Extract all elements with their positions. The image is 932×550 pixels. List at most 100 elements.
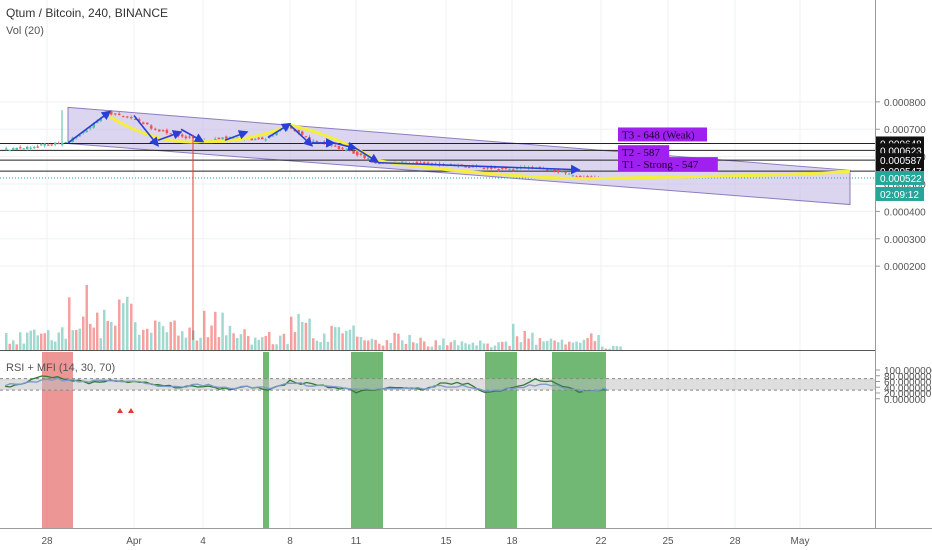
candle-body bbox=[40, 144, 43, 146]
price-tick-label: 0.000200 bbox=[884, 262, 926, 273]
volume-bar bbox=[582, 339, 586, 350]
price-badge bbox=[876, 153, 924, 168]
volume-bar bbox=[169, 321, 172, 350]
volume-bar bbox=[138, 334, 141, 350]
volume-bar bbox=[279, 335, 282, 350]
volume-bar bbox=[29, 330, 32, 350]
volume-bar bbox=[78, 328, 81, 350]
candle-body bbox=[188, 136, 191, 138]
volume-bar bbox=[542, 341, 545, 350]
volume-bar bbox=[312, 338, 315, 350]
volume-bar bbox=[363, 340, 366, 350]
candle-body bbox=[553, 169, 556, 171]
candle-body bbox=[29, 147, 32, 149]
candle-body bbox=[146, 122, 149, 125]
candle-body bbox=[64, 142, 67, 144]
candle-body bbox=[78, 135, 81, 137]
candle-body bbox=[571, 175, 575, 177]
price-axis[interactable]: 0.0008000.0007000.0006000.0005000.000400… bbox=[875, 98, 926, 273]
candle-body bbox=[568, 173, 571, 175]
volume-label: Vol (20) bbox=[6, 25, 44, 37]
candle-body bbox=[590, 176, 593, 178]
volume-bar bbox=[538, 338, 542, 350]
candle-body bbox=[426, 162, 430, 164]
volume-bar bbox=[290, 316, 293, 350]
price-badge bbox=[876, 186, 924, 201]
volume-bar bbox=[214, 311, 217, 350]
rsi-line bbox=[4, 375, 608, 394]
volume-bar bbox=[40, 333, 43, 350]
indicator-tick-label: 40.000000 bbox=[884, 383, 932, 394]
volume-bar bbox=[475, 345, 478, 350]
volume-bar bbox=[423, 341, 426, 350]
price-tick-label: 0.000300 bbox=[884, 235, 926, 246]
volume-bar bbox=[110, 321, 113, 350]
candle-body bbox=[579, 175, 582, 177]
candle-body bbox=[337, 145, 341, 149]
candle-body bbox=[356, 151, 359, 156]
target-tag-bg bbox=[618, 127, 707, 142]
candle-body bbox=[415, 162, 419, 165]
candle-body bbox=[482, 167, 486, 169]
volume-bar bbox=[385, 340, 389, 350]
volume-bar bbox=[381, 345, 385, 350]
volume-bar bbox=[64, 338, 67, 350]
volume-bar bbox=[243, 329, 246, 350]
volume-bar bbox=[457, 345, 460, 350]
indicator-label: RSI + MFI (14, 30, 70) bbox=[6, 362, 115, 374]
trend-arrows[interactable] bbox=[67, 110, 581, 175]
volume-bar bbox=[236, 337, 239, 350]
volume-bar bbox=[22, 343, 25, 350]
target-tag-label: T2 - 587 bbox=[622, 147, 660, 159]
candle-body bbox=[271, 135, 275, 137]
rsi-mfi-pane[interactable] bbox=[0, 352, 875, 528]
volume-bar bbox=[122, 303, 125, 350]
volume-bar bbox=[264, 335, 267, 350]
volume-bar bbox=[103, 309, 106, 350]
volume-bar bbox=[482, 343, 486, 350]
volume-bar bbox=[232, 333, 235, 350]
volume-bar bbox=[523, 330, 526, 350]
candle-body bbox=[308, 137, 311, 140]
candle-body bbox=[36, 146, 39, 148]
time-axis[interactable]: 28 Apr 4 8 11 15 18 22 25 28 May bbox=[41, 536, 809, 547]
volume-bar bbox=[490, 347, 493, 350]
volume-bar bbox=[261, 337, 264, 350]
volume-bar bbox=[250, 344, 253, 350]
volume-bar bbox=[228, 325, 232, 350]
volume-bar bbox=[575, 341, 578, 350]
volume-bar bbox=[275, 344, 278, 350]
descending-channel[interactable] bbox=[67, 106, 851, 206]
volume-bar bbox=[61, 327, 64, 350]
candle-body bbox=[490, 167, 493, 169]
volume-bar bbox=[57, 332, 60, 350]
time-tick-label: 11 bbox=[351, 536, 362, 547]
time-tick-label: 15 bbox=[440, 536, 452, 547]
volume-bar bbox=[43, 333, 46, 350]
volume-bar bbox=[68, 297, 71, 350]
volume-bar bbox=[486, 343, 489, 350]
candle-body bbox=[341, 147, 344, 149]
rounded-bottom-arc[interactable] bbox=[377, 159, 851, 181]
overbought-marker bbox=[128, 408, 134, 413]
volume-bar bbox=[446, 345, 449, 350]
price-tick-label: 0.000700 bbox=[884, 125, 926, 136]
volume-bar bbox=[150, 332, 153, 350]
candle-body bbox=[504, 167, 508, 169]
volume-bar bbox=[586, 338, 589, 350]
volume-bar bbox=[345, 330, 348, 350]
candle-body bbox=[169, 133, 172, 135]
volume-bar bbox=[158, 321, 161, 350]
candle-body bbox=[560, 171, 564, 173]
trend-arrow bbox=[333, 141, 358, 152]
candle-body bbox=[47, 144, 50, 146]
indicator-axis[interactable]: 100.00000080.00000060.00000040.00000020.… bbox=[875, 366, 932, 406]
volume-bar bbox=[374, 339, 377, 350]
candle-body bbox=[261, 137, 264, 140]
volume-bar bbox=[15, 344, 18, 350]
volume-bar bbox=[130, 303, 133, 350]
volume-bar bbox=[412, 342, 415, 350]
